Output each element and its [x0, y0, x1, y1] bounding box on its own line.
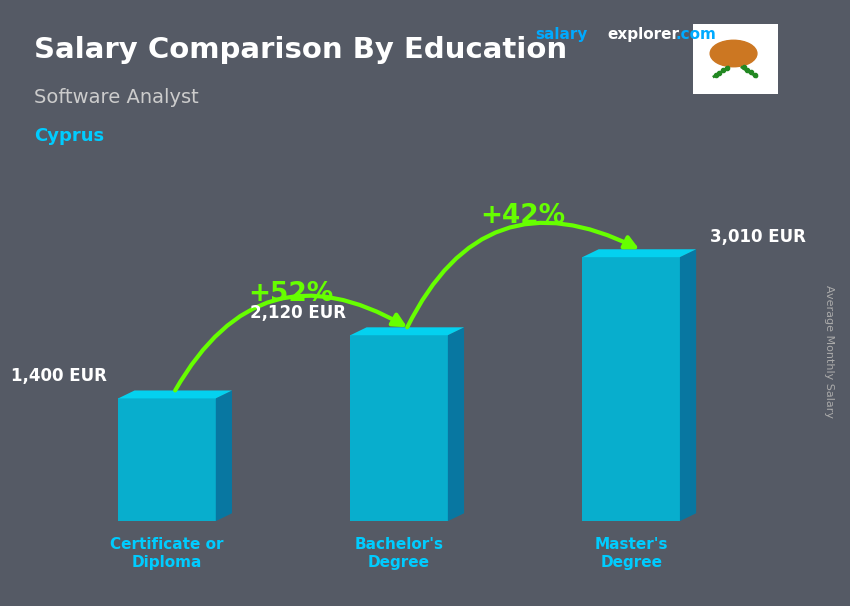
Polygon shape [118, 398, 216, 521]
Polygon shape [582, 257, 680, 521]
Text: explorer: explorer [608, 27, 680, 42]
Text: salary: salary [536, 27, 588, 42]
Text: Software Analyst: Software Analyst [34, 88, 199, 107]
Text: Cyprus: Cyprus [34, 127, 104, 145]
Ellipse shape [710, 40, 756, 67]
FancyArrowPatch shape [175, 296, 403, 390]
Text: +42%: +42% [481, 203, 566, 229]
Polygon shape [216, 390, 232, 521]
Polygon shape [118, 390, 232, 398]
Text: +52%: +52% [248, 281, 334, 307]
Polygon shape [350, 335, 448, 521]
Text: .com: .com [676, 27, 717, 42]
Text: Salary Comparison By Education: Salary Comparison By Education [34, 36, 567, 64]
Text: 1,400 EUR: 1,400 EUR [11, 367, 107, 385]
Text: 3,010 EUR: 3,010 EUR [710, 228, 806, 246]
Polygon shape [448, 327, 464, 521]
Polygon shape [582, 249, 696, 257]
Polygon shape [680, 249, 696, 521]
FancyArrowPatch shape [407, 223, 635, 327]
Polygon shape [350, 327, 464, 335]
Text: Average Monthly Salary: Average Monthly Salary [824, 285, 834, 418]
Text: 2,120 EUR: 2,120 EUR [250, 304, 346, 322]
